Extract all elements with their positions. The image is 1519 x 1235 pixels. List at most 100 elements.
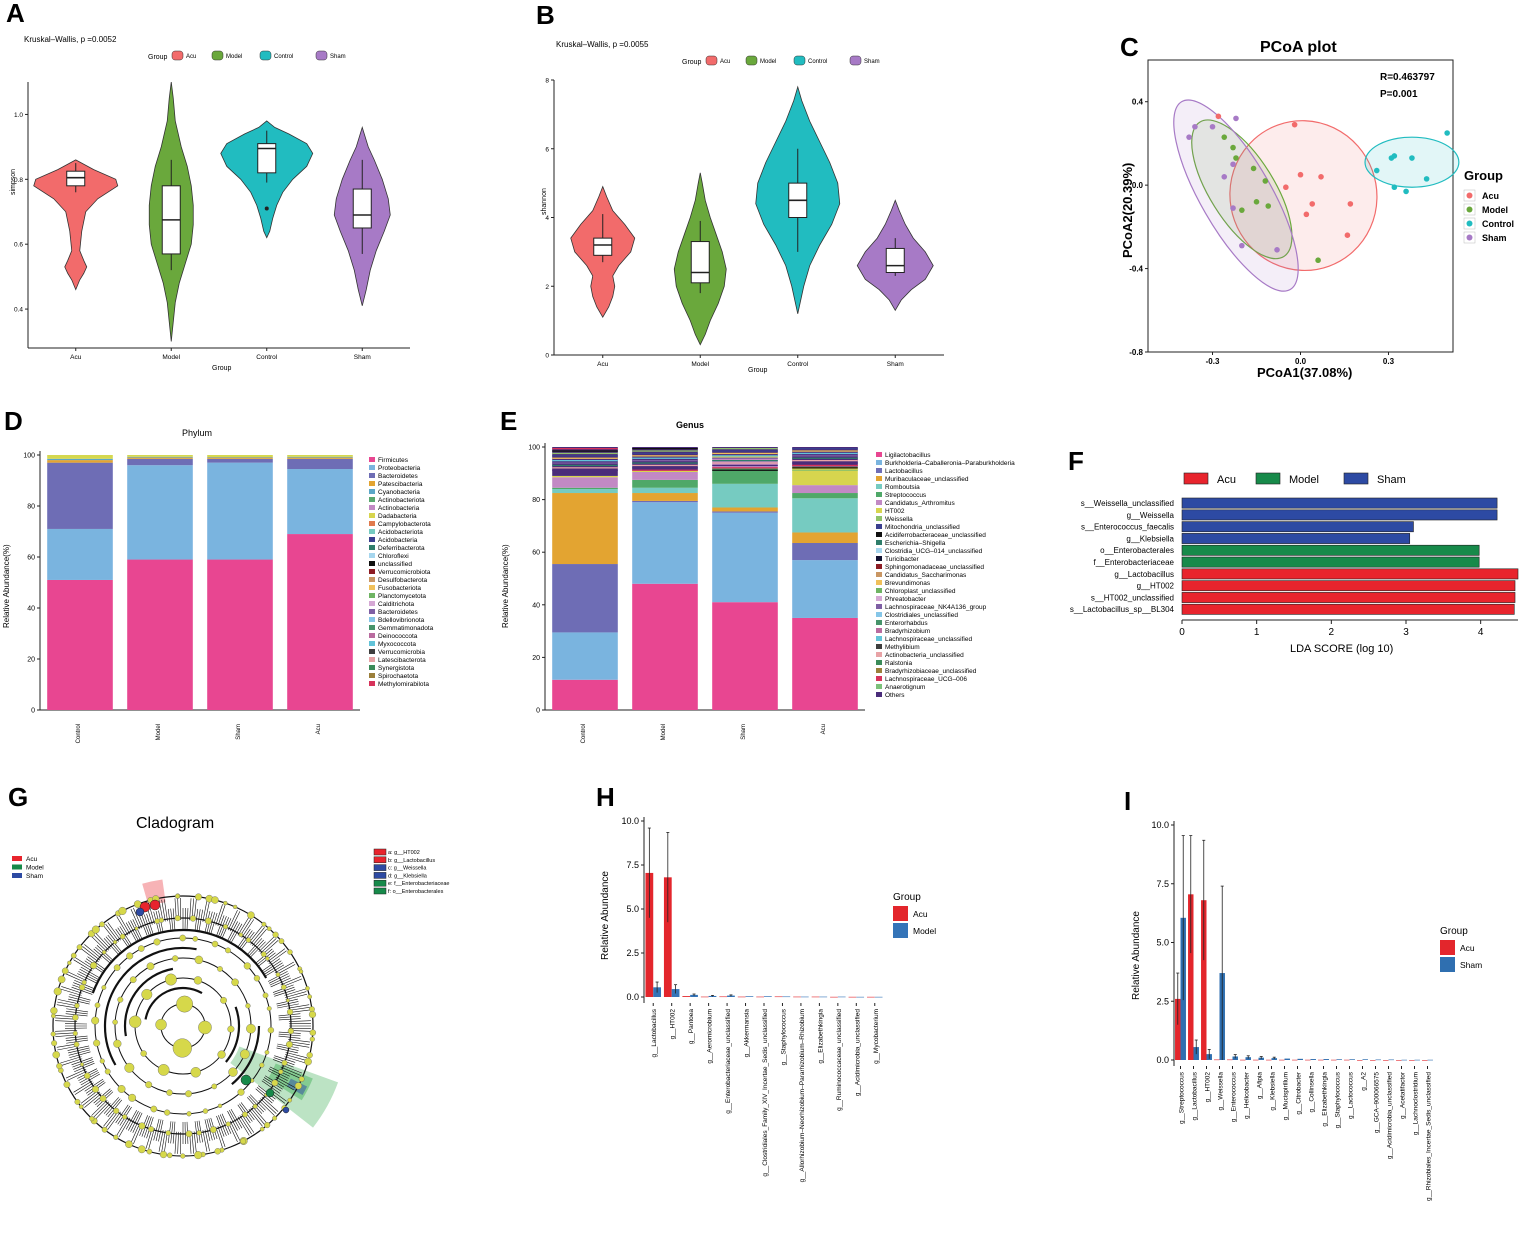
g-taxon-node — [275, 972, 281, 977]
g-node-klebsiella — [282, 1106, 290, 1114]
e-stack-others — [792, 447, 858, 467]
h-x-tick-label: g__Mycobacterium — [873, 1009, 880, 1064]
f-x-tick-label: 0 — [1179, 627, 1185, 638]
g-taxon-node — [211, 940, 219, 948]
d-legend-key — [369, 537, 375, 542]
e-legend-key — [876, 468, 882, 473]
d-stack-proteobacteria — [47, 528, 113, 580]
i-bar-acu — [1227, 1059, 1233, 1061]
i-bar-sham — [1375, 1059, 1381, 1061]
i-bar-acu — [1253, 1059, 1259, 1061]
g-taxon-node — [113, 1107, 120, 1114]
g-taxon-node — [138, 1122, 146, 1130]
e-legend-label: Lachnospiraceae_UCG–006 — [885, 676, 967, 683]
A-violin-acu — [33, 159, 119, 291]
B-legend-label-model: Model — [760, 59, 776, 65]
e-x-tick-label: Control — [581, 724, 587, 743]
g-taxon-node — [70, 952, 77, 959]
e-legend-key — [876, 516, 882, 521]
d-stack-cyanobacteria — [287, 456, 353, 458]
d-legend-label: Bdellovibrionota — [378, 617, 425, 624]
panel-d-phylum: Phylum Relative Abundance(%) 0 20 40 60 80 10… — [2, 428, 434, 743]
panel-c-legend-title: Group — [1464, 168, 1503, 183]
c-ellipse-model — [1191, 119, 1293, 260]
f-legend-label-acu: Acu — [1217, 474, 1236, 486]
f-bar-g-lactobacillus — [1181, 568, 1519, 580]
g-taxon-node — [134, 926, 139, 931]
g-taxon-node — [141, 988, 153, 1000]
h-bar-acu — [774, 996, 783, 998]
g-taxon-node — [153, 938, 161, 946]
g-taxon-node — [99, 1058, 105, 1064]
c-point-sham — [1239, 242, 1245, 249]
e-stack-lactobacillus — [632, 500, 698, 503]
g-taxon-node — [214, 1148, 221, 1155]
g-node-ht002 — [149, 899, 161, 911]
h-bar-acu — [700, 996, 709, 998]
panel-i-bars: Relative Abundance Group 0.0 2.5 5.0 7.5 10.… — [1131, 820, 1482, 1201]
e-legend-key — [876, 532, 882, 537]
c-point-model — [1262, 178, 1269, 184]
g-taxon-node — [194, 1151, 203, 1160]
e-stack-minor-band — [792, 448, 858, 450]
f-bar-label: s__Enterococcus_faecalis — [1081, 523, 1174, 532]
c-point-model — [1250, 165, 1257, 172]
g-taxon-node — [83, 1072, 91, 1080]
h-legend-key-model — [893, 923, 908, 938]
d-y-tick-label: 40 — [27, 606, 35, 613]
h-bar-model — [800, 996, 809, 998]
g-branch-arc — [103, 946, 197, 1066]
e-stack-ligilactobacillus — [712, 602, 778, 710]
e-stack-muribaculaceae-unclassified — [632, 493, 698, 501]
g-legend-key-acu — [12, 856, 22, 861]
g-key-swatch — [373, 856, 387, 864]
e-stack-minor-band — [712, 464, 778, 467]
g-taxon-node — [113, 964, 121, 971]
d-legend-label: Bacteroidetes — [378, 473, 418, 480]
f-bar-label: g__Weissella — [1127, 511, 1175, 520]
g-taxon-node — [217, 1050, 226, 1059]
e-stack-minor-band — [792, 457, 858, 459]
e-stack-minor-band — [712, 448, 778, 450]
e-legend-label: Escherichia–Shigella — [885, 540, 946, 547]
h-bar-model — [837, 996, 846, 998]
g-taxon-node — [146, 962, 155, 971]
d-legend-key — [369, 601, 375, 606]
A-x-tick-label: Control — [256, 354, 278, 361]
d-legend-label: Calditrichota — [378, 601, 415, 608]
i-bar-sham — [1414, 1059, 1420, 1061]
g-taxon-node — [126, 952, 134, 960]
d-legend-label: Chloroflexi — [378, 553, 409, 560]
c-legend-key-sham — [1466, 234, 1473, 241]
g-taxon-node — [204, 917, 212, 925]
g-taxon-node — [217, 966, 223, 972]
g-taxon-node — [228, 1067, 238, 1077]
A-y-tick-label: 1.0 — [14, 112, 23, 119]
panel-d-ylabel: Relative Abundance(%) — [2, 544, 11, 628]
g-taxon-node — [267, 1027, 275, 1034]
g-taxon-node — [272, 931, 279, 938]
e-legend-key — [876, 476, 882, 481]
g-taxon-node — [125, 1140, 133, 1149]
e-stack-minor-band — [552, 460, 618, 462]
e-legend-key — [876, 668, 882, 673]
i-bar-acu — [1344, 1059, 1350, 1061]
g-taxon-node — [209, 1126, 217, 1134]
g-taxon-node — [260, 951, 267, 958]
i-bar-sham — [1427, 1059, 1433, 1061]
g-taxon-node — [271, 1079, 279, 1087]
g-taxon-node — [119, 933, 126, 940]
e-legend-label: Others — [885, 692, 905, 699]
e-y-tick-label: 20 — [532, 655, 540, 662]
h-bar-acu — [663, 877, 672, 997]
g-taxon-node — [225, 1121, 231, 1127]
panel-a-ylabel: simpson — [10, 169, 17, 195]
h-bar-model — [874, 996, 883, 998]
i-x-tick-label: g__Helicobacter — [1244, 1071, 1251, 1119]
d-stack-proteobacteria — [287, 469, 353, 535]
f-bar-label: s__HT002_unclassified — [1091, 593, 1174, 602]
g-taxon-node — [286, 998, 290, 1003]
panel-e-ylabel: Relative Abundance(%) — [501, 544, 510, 628]
g-taxon-node — [101, 1126, 108, 1133]
